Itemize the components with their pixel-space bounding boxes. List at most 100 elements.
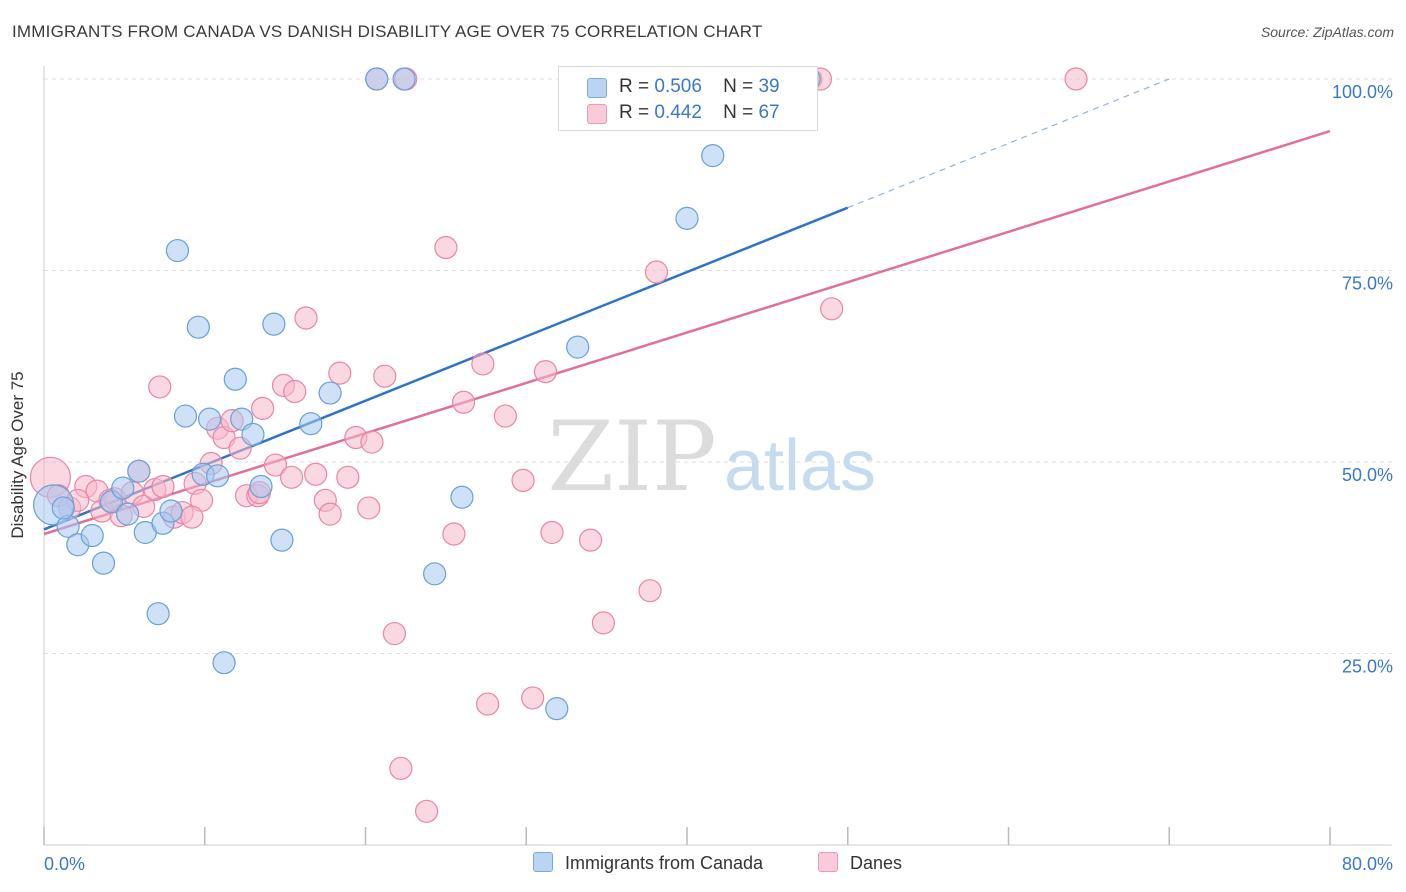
stats-legend: R = 0.506 N = 39 R = 0.442 N = 67 bbox=[558, 66, 818, 131]
danes-point bbox=[263, 453, 288, 477]
canada-point bbox=[115, 502, 140, 526]
danes-point bbox=[382, 621, 407, 646]
danes-point bbox=[304, 462, 328, 486]
danes-point bbox=[493, 404, 517, 428]
danes-point bbox=[451, 390, 476, 414]
danes-point bbox=[373, 364, 397, 388]
danes-point bbox=[442, 522, 466, 546]
danes-point bbox=[644, 260, 669, 284]
trend-lines bbox=[43, 78, 1331, 536]
canada-point bbox=[223, 367, 247, 391]
canada-point bbox=[197, 407, 222, 431]
legend-n-value: 67 bbox=[758, 102, 780, 123]
canada-point bbox=[206, 464, 230, 488]
canada-point bbox=[270, 528, 294, 552]
bottom-legend-danes: Danes bbox=[818, 852, 902, 874]
danes-point bbox=[1064, 67, 1088, 91]
bottom-legend-label-danes: Danes bbox=[850, 853, 903, 873]
canada-trend-line bbox=[43, 206, 849, 531]
canada-trend-extension bbox=[847, 78, 1170, 209]
danes-trend-line bbox=[43, 129, 1331, 536]
canada-point bbox=[262, 312, 286, 336]
danes-point bbox=[476, 692, 500, 716]
canada-point bbox=[111, 476, 135, 500]
danes-point bbox=[180, 505, 204, 529]
canada-point bbox=[318, 381, 342, 405]
canada-point bbox=[392, 67, 416, 91]
tick-labels: 25.0% 50.0% 75.0% 100.0% 0.0% 80.0% bbox=[44, 82, 1393, 874]
canada-point bbox=[91, 551, 116, 575]
chart-title: IMMIGRANTS FROM CANADA VS DANISH DISABIL… bbox=[12, 22, 763, 41]
danes-point bbox=[251, 396, 275, 420]
watermark-zip: ZIP bbox=[547, 401, 716, 513]
y-tick-label: 75.0% bbox=[1342, 274, 1393, 294]
canada-point bbox=[127, 459, 151, 483]
danes-point bbox=[148, 375, 172, 399]
canada-point bbox=[146, 602, 170, 626]
danes-point bbox=[328, 361, 352, 385]
danes-point bbox=[357, 496, 381, 520]
canada-point bbox=[701, 144, 725, 168]
legend-text-danes: R = 0.442 N = 67 bbox=[619, 102, 780, 124]
axes bbox=[43, 66, 1392, 846]
canada-point bbox=[545, 697, 569, 721]
canada-point bbox=[450, 485, 474, 509]
watermark: ZIP atlas bbox=[547, 401, 876, 513]
canada-point bbox=[566, 335, 590, 359]
legend-n-label: N = bbox=[723, 102, 754, 123]
canada-points bbox=[33, 67, 821, 721]
watermark-atlas: atlas bbox=[724, 426, 876, 506]
canada-point bbox=[159, 499, 183, 523]
danes-point bbox=[434, 235, 458, 260]
legend-r-label: R = bbox=[619, 102, 650, 123]
canada-point bbox=[423, 562, 447, 586]
legend-r-label: R = bbox=[619, 76, 650, 97]
canada-point bbox=[212, 651, 236, 675]
danes-point bbox=[279, 465, 304, 489]
danes-point bbox=[389, 756, 413, 781]
y-tick-label: 25.0% bbox=[1342, 657, 1393, 677]
bottom-legend-label-canada: Immigrants from Canada bbox=[565, 853, 764, 873]
canada-point bbox=[241, 422, 265, 447]
canada-point bbox=[249, 474, 273, 499]
danes-point bbox=[318, 502, 342, 526]
danes-point bbox=[294, 306, 318, 330]
legend-n-value: 39 bbox=[758, 76, 780, 97]
danes-point bbox=[360, 430, 384, 454]
danes-point bbox=[283, 379, 307, 404]
canada-point bbox=[173, 404, 198, 428]
x-tick-label: 80.0% bbox=[1342, 854, 1393, 874]
danes-point bbox=[471, 352, 495, 376]
canada-point bbox=[165, 238, 190, 263]
y-axis-label: Disability Age Over 75 bbox=[8, 371, 27, 539]
danes-point bbox=[820, 297, 844, 321]
danes-point bbox=[151, 474, 175, 499]
y-tick-label: 50.0% bbox=[1342, 465, 1393, 485]
danes-point bbox=[336, 465, 360, 489]
danes-point bbox=[540, 520, 564, 545]
canada-point bbox=[51, 496, 75, 520]
danes-point bbox=[414, 799, 439, 823]
danes-point bbox=[578, 528, 603, 552]
legend-r-value: 0.506 bbox=[654, 76, 702, 97]
danes-point bbox=[521, 686, 545, 710]
source-label: Source: ZipAtlas.com bbox=[1260, 24, 1394, 40]
danes-point bbox=[511, 468, 535, 492]
canada-point bbox=[80, 523, 104, 548]
canada-point bbox=[299, 412, 323, 436]
canada-point bbox=[365, 67, 389, 91]
legend-swatch-blue bbox=[587, 78, 607, 98]
legend-n-label: N = bbox=[723, 76, 754, 97]
x-tick-label: 0.0% bbox=[44, 854, 85, 874]
danes-point bbox=[591, 611, 616, 635]
danes-point bbox=[533, 360, 558, 384]
legend-swatch-pink bbox=[587, 104, 607, 124]
bottom-legend-swatch-blue bbox=[533, 852, 553, 872]
danes-point bbox=[638, 579, 662, 603]
canada-point bbox=[186, 315, 210, 339]
bottom-legend-swatch-pink bbox=[818, 852, 838, 872]
bottom-legend-canada: Immigrants from Canada bbox=[533, 852, 763, 874]
legend-text-canada: R = 0.506 N = 39 bbox=[619, 76, 780, 98]
y-tick-label: 100.0% bbox=[1332, 82, 1393, 102]
